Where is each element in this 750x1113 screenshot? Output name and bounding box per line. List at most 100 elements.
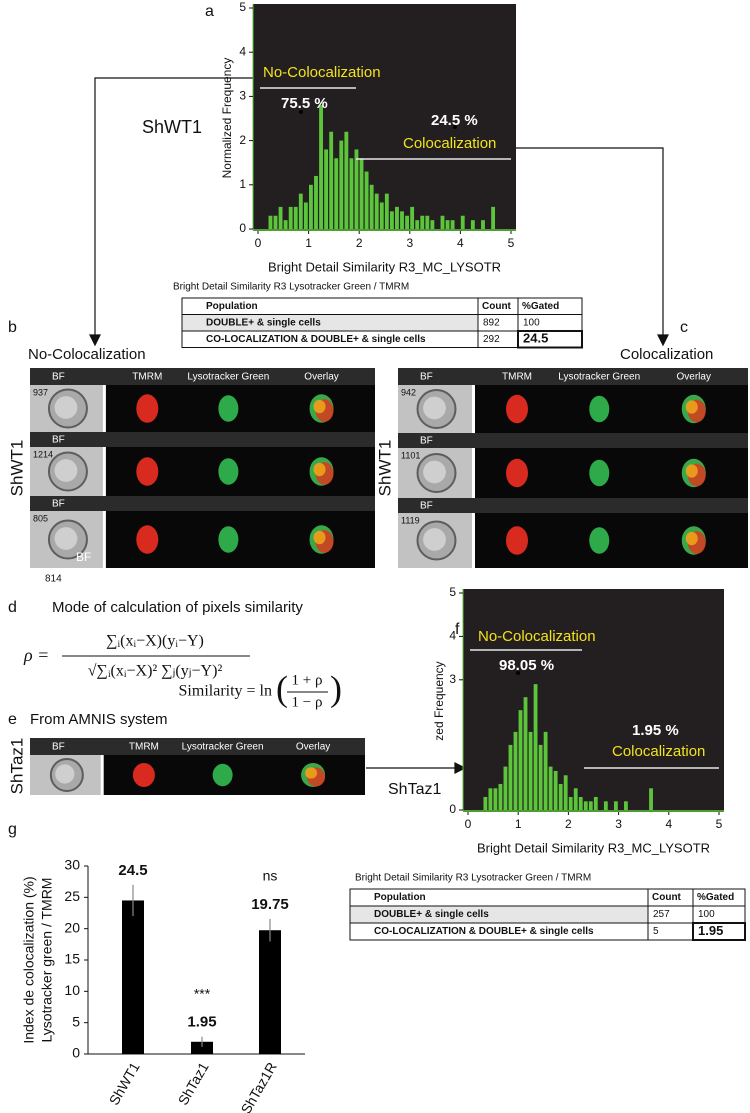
y-tick-label: 4 bbox=[239, 44, 246, 58]
side-label: ShWT1 bbox=[142, 117, 202, 137]
cell-overlay-mix bbox=[313, 530, 326, 545]
x-tick-label: 1 bbox=[515, 817, 522, 831]
arrow-head bbox=[89, 334, 101, 347]
panel-letter: g bbox=[8, 821, 17, 838]
x-tick-label: 0 bbox=[465, 817, 472, 831]
table-cell: 5 bbox=[653, 926, 659, 937]
y-tick-label: 25 bbox=[64, 888, 80, 904]
histogram-bar bbox=[420, 215, 425, 229]
row-header: BF bbox=[420, 436, 433, 447]
cell-tmrm bbox=[136, 525, 159, 554]
histogram-bar bbox=[314, 175, 318, 229]
histogram-bar bbox=[543, 731, 548, 810]
arrow-line bbox=[514, 147, 664, 337]
row-header: BF bbox=[52, 499, 65, 510]
table-cell: 292 bbox=[483, 334, 500, 345]
cell-bf-inner bbox=[54, 459, 78, 482]
formula-similarity: Similarity = ln bbox=[179, 683, 272, 700]
table-title: Bright Detail Similarity R3 Lysotracker … bbox=[173, 282, 409, 293]
panel-letter: e bbox=[8, 711, 17, 728]
histogram-bar bbox=[513, 731, 518, 810]
value-label: 19.75 bbox=[251, 896, 289, 913]
event-id: 942 bbox=[401, 387, 416, 397]
annotation: Colocalization bbox=[612, 743, 705, 760]
y-tick-label: 10 bbox=[64, 982, 80, 998]
table-cell: 892 bbox=[483, 317, 500, 328]
footnote: 814 bbox=[45, 574, 62, 585]
arrow-line bbox=[94, 77, 256, 337]
histogram-bar bbox=[649, 788, 653, 810]
y-tick-label: 5 bbox=[72, 1013, 80, 1029]
cell-tmrm bbox=[132, 763, 155, 787]
cell-bf-inner bbox=[423, 396, 446, 420]
histogram-bar bbox=[588, 801, 593, 810]
formula-numerator: ∑ᵢ(xᵢ−X)(yᵢ−Y) bbox=[106, 633, 204, 650]
formula-lhs: ρ = bbox=[23, 645, 49, 665]
x-tick-label: 2 bbox=[356, 236, 363, 250]
table-cell: 1.95 bbox=[698, 923, 723, 938]
row-label: ShTaz1 bbox=[7, 738, 26, 795]
formula-sim-numerator: 1 + ρ bbox=[292, 672, 323, 688]
y-tick-label: 0 bbox=[239, 221, 246, 235]
histogram-bar bbox=[415, 220, 420, 229]
histogram-bar bbox=[288, 206, 293, 229]
event-id: 1119 bbox=[401, 515, 420, 525]
histogram-bar bbox=[498, 783, 503, 810]
panel-title: From AMNIS system bbox=[30, 711, 168, 728]
image-header bbox=[398, 433, 748, 448]
column-label: Lysotracker Green bbox=[182, 742, 264, 753]
value-label: 24.5 bbox=[118, 862, 147, 879]
x-axis-label: Bright Detail Similarity R3_MC_LYSOTR bbox=[477, 840, 710, 855]
panel-title: Colocalization bbox=[620, 346, 713, 363]
formula-denominator: √∑ᵢ(xᵢ−X)² ∑ⱼ(yⱼ−Y)² bbox=[88, 663, 223, 680]
y-tick-label: 4 bbox=[449, 629, 456, 643]
histogram-bar bbox=[481, 220, 485, 229]
histogram-bar bbox=[395, 206, 399, 229]
histogram-bar bbox=[460, 215, 465, 229]
cell-lyso bbox=[218, 526, 239, 553]
x-tick-label: 5 bbox=[716, 817, 723, 831]
histogram-bar bbox=[319, 105, 323, 229]
histogram-bar bbox=[624, 801, 628, 810]
histogram-bar bbox=[364, 171, 369, 229]
column-label: TMRM bbox=[502, 372, 532, 383]
histogram-bar bbox=[445, 220, 450, 229]
column-label: Lysotracker Green bbox=[558, 372, 640, 383]
histogram-bar bbox=[493, 788, 498, 810]
histogram-bar bbox=[470, 220, 475, 229]
table-header: Population bbox=[374, 892, 426, 903]
histogram-bar bbox=[379, 202, 384, 229]
histogram-bar bbox=[268, 215, 273, 229]
annotation: 24.5 % bbox=[431, 112, 478, 129]
row-label: ShWT1 bbox=[7, 440, 26, 497]
table-header: Count bbox=[652, 892, 682, 903]
gate-marker bbox=[299, 110, 303, 114]
table-header: Count bbox=[482, 301, 512, 312]
annotation: No-Colocalization bbox=[478, 628, 596, 645]
histogram-bar bbox=[344, 131, 349, 229]
histogram-bar bbox=[603, 801, 608, 810]
x-tick-label: 4 bbox=[457, 236, 464, 250]
x-tick-label: ShTaz1R bbox=[238, 1059, 280, 1113]
bar bbox=[259, 930, 281, 1054]
bar bbox=[191, 1041, 213, 1054]
histogram-bar bbox=[578, 796, 583, 810]
histogram-bar bbox=[329, 131, 334, 229]
value-label: 1.95 bbox=[187, 1014, 216, 1031]
paren: ) bbox=[330, 668, 342, 708]
image-header bbox=[398, 368, 748, 385]
cell-tmrm bbox=[506, 458, 528, 488]
table-cell: CO-LOCALIZATION & DOUBLE+ & single cells bbox=[206, 334, 426, 345]
table-cell: 100 bbox=[698, 909, 715, 920]
plot-background bbox=[463, 589, 724, 812]
cell-overlay-mix bbox=[685, 464, 698, 478]
table-header: Population bbox=[206, 301, 258, 312]
histogram-bar bbox=[491, 206, 496, 229]
table-header: %Gated bbox=[522, 301, 559, 312]
histogram-bar bbox=[568, 796, 573, 810]
table-border bbox=[181, 297, 583, 348]
y-tick-label: 5 bbox=[239, 0, 246, 14]
histogram-bar bbox=[528, 731, 533, 810]
cell-lyso bbox=[589, 395, 610, 423]
y-axis-label: Index de colocalization (%) bbox=[21, 876, 37, 1043]
